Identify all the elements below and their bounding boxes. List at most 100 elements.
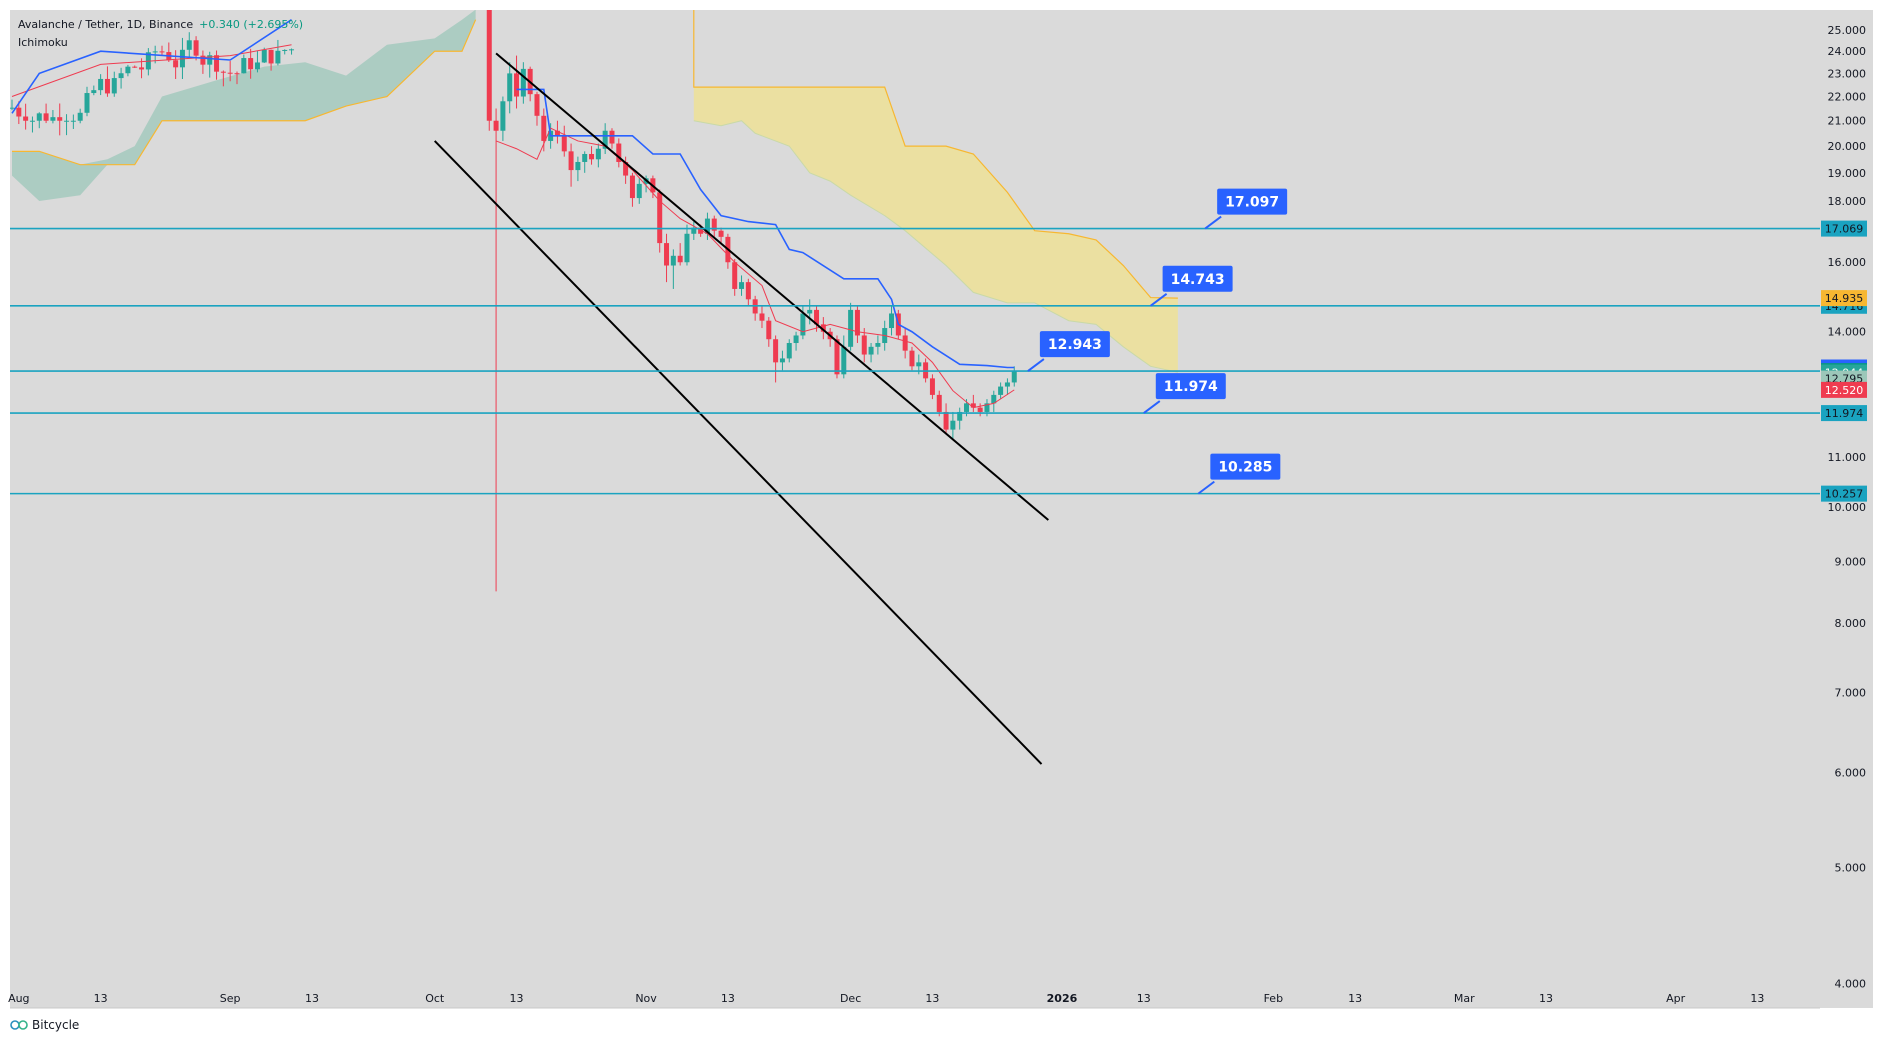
candle[interactable] xyxy=(814,306,820,332)
trendline-2[interactable] xyxy=(433,140,1043,765)
indicator-name[interactable]: Ichimoku xyxy=(18,36,68,49)
callout-label[interactable]: 10.285 xyxy=(1218,460,1272,476)
candle[interactable] xyxy=(568,143,574,187)
candle[interactable] xyxy=(718,227,724,244)
candle xyxy=(70,114,76,129)
candle[interactable] xyxy=(520,62,526,104)
candle[interactable] xyxy=(670,249,676,289)
callout-box[interactable] xyxy=(1162,265,1233,292)
candle[interactable] xyxy=(575,156,581,182)
candle[interactable] xyxy=(929,374,935,400)
candle[interactable] xyxy=(534,91,540,126)
early-candles xyxy=(10,32,295,136)
callout-box[interactable] xyxy=(1217,188,1288,215)
candle[interactable] xyxy=(889,306,895,336)
candle[interactable] xyxy=(514,55,520,109)
candle[interactable] xyxy=(500,96,506,141)
candle[interactable] xyxy=(970,394,976,412)
candle[interactable] xyxy=(786,339,792,363)
candle[interactable] xyxy=(595,143,601,168)
symbol-title[interactable]: Avalanche / Tether, 1D, Binance xyxy=(18,18,194,31)
candle[interactable] xyxy=(732,259,738,296)
plot-layer[interactable] xyxy=(10,0,1178,592)
candle[interactable] xyxy=(875,335,881,355)
candle[interactable] xyxy=(820,317,826,340)
candle[interactable] xyxy=(664,233,670,283)
candle[interactable] xyxy=(677,243,683,266)
candle[interactable] xyxy=(493,108,499,592)
callout-box[interactable] xyxy=(1155,373,1226,400)
callout-box[interactable] xyxy=(1039,331,1110,358)
x-tick-label: Apr xyxy=(1666,992,1686,1005)
candle[interactable] xyxy=(943,403,949,435)
candle xyxy=(29,116,35,133)
candle[interactable] xyxy=(936,390,942,417)
candle-body xyxy=(234,73,240,75)
candle[interactable] xyxy=(636,178,642,204)
candle-body xyxy=(125,66,131,74)
candle[interactable] xyxy=(793,331,799,351)
candle[interactable] xyxy=(957,407,963,430)
candle-body xyxy=(834,339,840,375)
candle[interactable] xyxy=(684,224,690,266)
candle[interactable] xyxy=(704,212,710,240)
candle[interactable] xyxy=(773,335,779,383)
candle[interactable] xyxy=(609,128,615,149)
candle[interactable] xyxy=(486,0,492,131)
candle[interactable] xyxy=(507,62,513,114)
candle-body xyxy=(254,62,260,70)
callout-label[interactable]: 14.743 xyxy=(1171,272,1225,288)
candle[interactable] xyxy=(554,120,560,144)
candle xyxy=(111,71,117,97)
indicator-legend[interactable]: Ichimoku xyxy=(18,36,68,49)
candle-body xyxy=(807,309,813,314)
candle[interactable] xyxy=(739,275,745,296)
candle-body xyxy=(57,117,63,121)
candle[interactable] xyxy=(657,189,663,253)
callout-box[interactable] xyxy=(1210,453,1281,480)
candle[interactable] xyxy=(902,328,908,359)
callout-label[interactable]: 17.097 xyxy=(1225,195,1279,211)
candle[interactable] xyxy=(807,299,813,325)
candle[interactable] xyxy=(766,317,772,347)
candle[interactable] xyxy=(745,278,751,307)
candle[interactable] xyxy=(691,221,697,240)
candle[interactable] xyxy=(991,390,997,412)
candle[interactable] xyxy=(868,343,874,363)
candle[interactable] xyxy=(861,328,867,363)
candle[interactable] xyxy=(1004,378,1010,395)
candle[interactable] xyxy=(1011,366,1017,387)
candle-body xyxy=(16,107,22,117)
candle[interactable] xyxy=(950,411,956,439)
candle[interactable] xyxy=(629,172,635,207)
candle[interactable] xyxy=(711,215,717,237)
candle[interactable] xyxy=(623,156,629,184)
candle[interactable] xyxy=(779,350,785,371)
trendline-1[interactable] xyxy=(495,52,1049,521)
candle[interactable] xyxy=(582,151,588,173)
candle[interactable] xyxy=(589,146,595,165)
candle[interactable] xyxy=(848,302,854,351)
candle-body xyxy=(875,343,881,347)
x-tick-label: 13 xyxy=(925,992,939,1005)
tenkan-sen-line xyxy=(11,44,292,97)
callout-pointer xyxy=(1150,292,1168,307)
candle-body xyxy=(970,403,976,408)
candle[interactable] xyxy=(616,138,622,168)
candle[interactable] xyxy=(854,306,860,344)
candle-body xyxy=(909,350,915,367)
y-tick-label: 8.000 xyxy=(1835,617,1867,630)
y-tick-label: 6.000 xyxy=(1835,767,1867,780)
candle[interactable] xyxy=(977,403,983,417)
x-tick-label: Nov xyxy=(635,992,657,1005)
candle[interactable] xyxy=(759,306,765,329)
candle[interactable] xyxy=(602,123,608,154)
candle-body xyxy=(193,40,199,56)
candle[interactable] xyxy=(998,382,1004,400)
candle[interactable] xyxy=(909,346,915,371)
callout-label[interactable]: 12.943 xyxy=(1048,337,1102,353)
candle[interactable] xyxy=(561,125,567,157)
callout-label[interactable]: 11.974 xyxy=(1164,379,1218,395)
